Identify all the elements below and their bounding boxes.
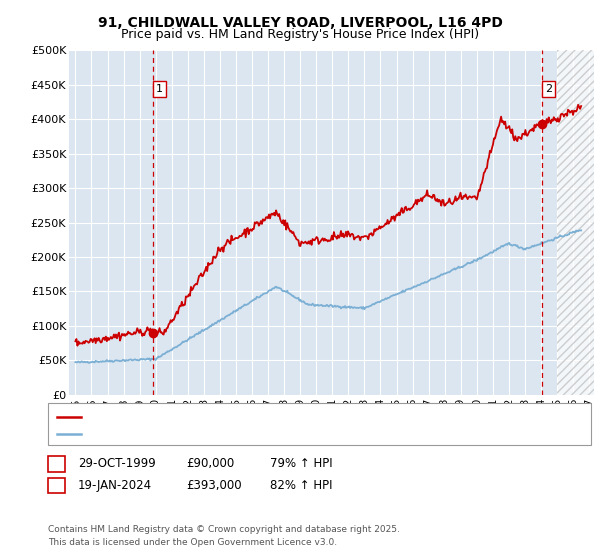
Text: Contains HM Land Registry data © Crown copyright and database right 2025.
This d: Contains HM Land Registry data © Crown c… [48, 525, 400, 547]
Text: Price paid vs. HM Land Registry's House Price Index (HPI): Price paid vs. HM Land Registry's House … [121, 28, 479, 41]
Text: HPI: Average price, semi-detached house, Liverpool: HPI: Average price, semi-detached house,… [84, 429, 353, 439]
Text: 79% ↑ HPI: 79% ↑ HPI [270, 457, 332, 470]
Text: 29-OCT-1999: 29-OCT-1999 [78, 457, 156, 470]
Text: 2: 2 [545, 84, 552, 94]
Text: 1: 1 [53, 459, 60, 469]
Text: 91, CHILDWALL VALLEY ROAD, LIVERPOOL, L16 4PD: 91, CHILDWALL VALLEY ROAD, LIVERPOOL, L1… [98, 16, 502, 30]
Bar [557, 50, 594, 395]
Text: 19-JAN-2024: 19-JAN-2024 [78, 479, 152, 492]
Text: 91, CHILDWALL VALLEY ROAD, LIVERPOOL, L16 4PD (semi-detached house): 91, CHILDWALL VALLEY ROAD, LIVERPOOL, L1… [84, 412, 477, 422]
Text: £90,000: £90,000 [186, 457, 234, 470]
Text: 2: 2 [53, 480, 60, 491]
Text: £393,000: £393,000 [186, 479, 242, 492]
Text: 1: 1 [156, 84, 163, 94]
Text: 82% ↑ HPI: 82% ↑ HPI [270, 479, 332, 492]
